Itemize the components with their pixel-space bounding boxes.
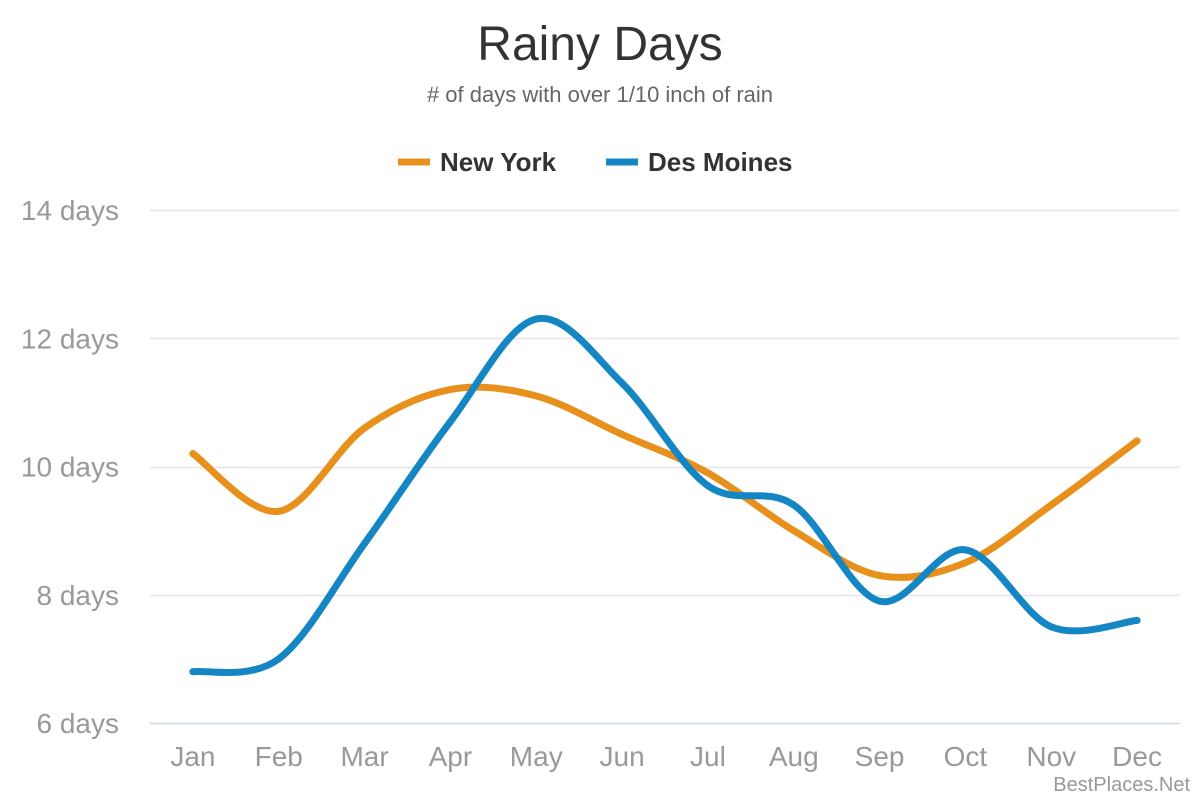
credit-text[interactable]: BestPlaces.Net: [1053, 774, 1190, 796]
y-tick-label-10: 10 days: [21, 452, 119, 483]
y-tick-label-6: 6 days: [37, 708, 120, 739]
legend-item-new-york[interactable]: New York: [398, 147, 557, 177]
data-point-des-moines-jun[interactable]: [618, 379, 626, 387]
legend-label-des-moines: Des Moines: [648, 147, 793, 177]
data-point-des-moines-feb[interactable]: [275, 655, 283, 663]
data-point-des-moines-apr[interactable]: [446, 418, 454, 426]
legend-label-new-york: New York: [440, 147, 557, 177]
data-point-new-york-jun[interactable]: [618, 430, 626, 438]
chart-title: Rainy Days: [477, 18, 722, 71]
series-line-new-york[interactable]: [189, 383, 1141, 581]
data-point-des-moines-nov[interactable]: [1047, 623, 1055, 631]
x-tick-label-apr: Apr: [429, 741, 473, 772]
y-tick-label-14: 14 days: [21, 195, 119, 226]
x-tick-label-mar: Mar: [340, 741, 388, 772]
series-line-des-moines[interactable]: [189, 314, 1141, 677]
data-point-new-york-oct[interactable]: [961, 559, 969, 567]
data-point-des-moines-may[interactable]: [532, 315, 540, 323]
data-point-new-york-jul[interactable]: [704, 469, 712, 477]
data-point-des-moines-oct[interactable]: [961, 546, 969, 554]
x-tick-label-oct: Oct: [944, 741, 988, 772]
x-tick-label-jul: Jul: [690, 741, 726, 772]
data-point-new-york-aug[interactable]: [790, 527, 798, 535]
data-point-des-moines-jul[interactable]: [704, 482, 712, 490]
legend-item-des-moines[interactable]: Des Moines: [606, 147, 793, 177]
data-point-new-york-mar[interactable]: [361, 424, 369, 432]
series-lines: [189, 314, 1141, 677]
y-axis-tick-labels: 6 days 8 days 10 days 12 days 14 days: [21, 195, 119, 739]
grid-lines: [150, 209, 1180, 725]
data-point-des-moines-aug[interactable]: [790, 501, 798, 509]
chart-subtitle: # of days with over 1/10 inch of rain: [427, 82, 773, 107]
x-tick-label-aug: Aug: [769, 741, 819, 772]
data-point-new-york-apr[interactable]: [446, 386, 454, 394]
data-point-des-moines-mar[interactable]: [361, 539, 369, 547]
data-point-des-moines-sep[interactable]: [876, 597, 884, 605]
data-point-new-york-sep[interactable]: [876, 572, 884, 580]
legend: New York Des Moines: [398, 147, 793, 177]
y-tick-label-8: 8 days: [37, 580, 120, 611]
x-tick-label-dec: Dec: [1112, 741, 1162, 772]
x-tick-label-nov: Nov: [1026, 741, 1076, 772]
series-new-york: [189, 383, 1141, 581]
x-axis-tick-labels: Jan Feb Mar Apr May Jun Jul Aug Sep Oct Nov Dec: [170, 741, 1162, 772]
y-tick-label-12: 12 days: [21, 323, 119, 354]
data-point-des-moines-dec[interactable]: [1133, 616, 1141, 624]
x-tick-label-jun: Jun: [600, 741, 645, 772]
data-point-des-moines-jan[interactable]: [189, 668, 197, 676]
data-point-new-york-may[interactable]: [532, 392, 540, 400]
data-point-new-york-feb[interactable]: [275, 507, 283, 515]
x-tick-label-may: May: [510, 741, 563, 772]
data-point-new-york-nov[interactable]: [1047, 501, 1055, 509]
data-point-new-york-jan[interactable]: [189, 450, 197, 458]
data-point-new-york-dec[interactable]: [1133, 437, 1141, 445]
series-des-moines: [189, 314, 1141, 677]
x-tick-label-jan: Jan: [170, 741, 215, 772]
x-tick-label-feb: Feb: [255, 741, 303, 772]
x-tick-label-sep: Sep: [855, 741, 905, 772]
